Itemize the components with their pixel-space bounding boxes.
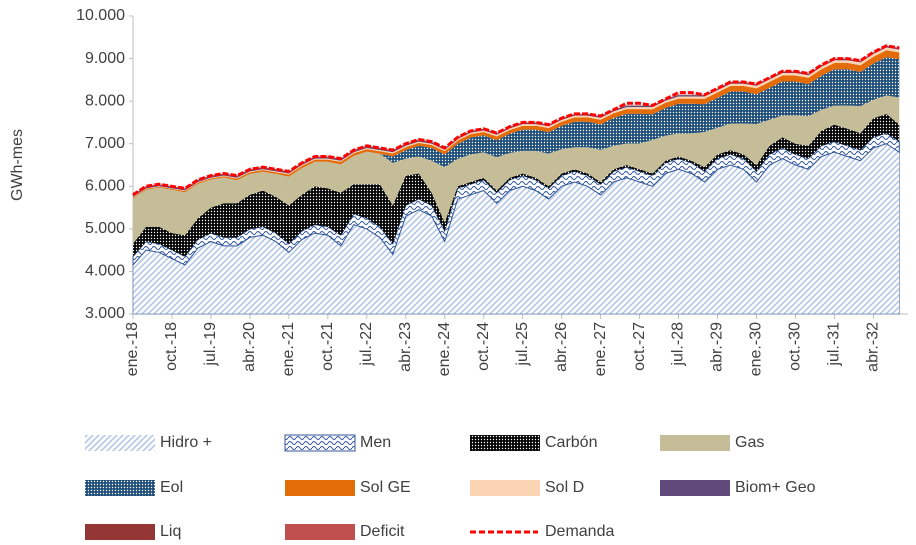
x-tick-label: abr.-32 <box>865 322 882 372</box>
y-tick-label: 6.000 <box>85 178 125 195</box>
legend-label: Carbón <box>545 434 597 451</box>
legend-label: Demanda <box>545 523 614 540</box>
y-tick-label: 9.000 <box>85 50 125 67</box>
x-tick-label: ene.-24 <box>436 322 453 376</box>
legend-swatch <box>284 434 356 452</box>
legend-swatch <box>85 435 155 451</box>
legend-label: Sol D <box>545 479 584 496</box>
x-tick-label: jul.-25 <box>514 322 531 367</box>
legend-swatch <box>470 480 540 496</box>
legend-label: Deficit <box>360 523 405 540</box>
x-tick-label: abr.-20 <box>241 322 258 372</box>
legend-label: Biom+ Geo <box>735 479 816 496</box>
x-tick-label: oct.-24 <box>475 322 492 371</box>
y-tick-label: 4.000 <box>85 263 125 280</box>
x-tick-label: oct.-21 <box>319 322 336 371</box>
legend-label: Gas <box>735 434 764 451</box>
legend-label: Liq <box>160 523 181 540</box>
area-3 <box>133 95 900 244</box>
y-tick-label: 10.000 <box>76 7 125 24</box>
x-tick-label: abr.-29 <box>709 322 726 372</box>
x-tick-label: oct.-18 <box>163 322 180 371</box>
legend-swatch <box>285 480 355 496</box>
area-2 <box>133 113 900 257</box>
x-tick-label: oct.-27 <box>631 322 648 371</box>
y-tick-label: 3.000 <box>85 305 125 322</box>
legend-label: Eol <box>160 479 183 496</box>
x-tick-label: oct.-30 <box>787 322 804 371</box>
x-tick-label: abr.-23 <box>397 322 414 372</box>
y-tick-label: 8.000 <box>85 92 125 109</box>
legend-swatch <box>285 524 355 540</box>
x-tick-label: jul.-19 <box>202 322 219 367</box>
x-tick-label: ene.-27 <box>592 322 609 376</box>
x-tick-label: abr.-26 <box>553 322 570 372</box>
legend-swatch <box>660 435 730 451</box>
x-tick-label: jul.-28 <box>670 322 687 367</box>
legend-swatch <box>85 524 155 540</box>
legend-label: Hidro + <box>160 434 212 451</box>
legend-label: Sol GE <box>360 479 411 496</box>
area-5 <box>133 50 900 199</box>
x-tick-label: jul.-31 <box>826 322 843 367</box>
x-tick-label: ene.-30 <box>748 322 765 376</box>
x-tick-label: ene.-21 <box>280 322 297 376</box>
x-tick-label: ene.-18 <box>124 322 141 376</box>
x-tick-label: jul.-22 <box>358 322 375 367</box>
legend-swatch <box>85 480 155 496</box>
demand-line <box>132 44 900 197</box>
legend-label: Men <box>360 434 391 451</box>
legend-swatch <box>660 480 730 496</box>
legend-swatch <box>470 435 540 451</box>
y-axis-label: GWh-mes <box>9 129 26 201</box>
y-tick-label: 7.000 <box>85 135 125 152</box>
y-tick-label: 5.000 <box>85 220 125 237</box>
